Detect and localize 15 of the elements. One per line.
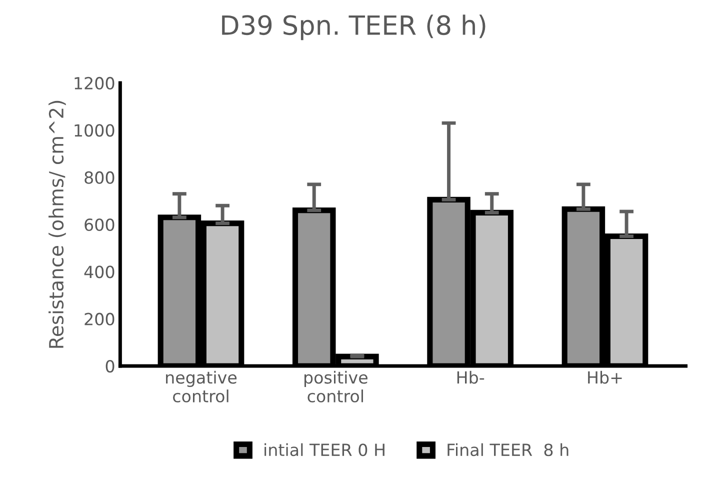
y-tick-label: 0 — [106, 360, 114, 373]
y-tick-label: 400 — [84, 266, 114, 278]
x-tick-label: Hb- — [457, 370, 484, 384]
x-tick-label: Hb+ — [588, 370, 622, 384]
chart-title: D39 Spn. TEER (8 h) — [222, 14, 486, 40]
legend-label: intial TEER 0 H — [264, 443, 384, 456]
y-tick-label: 1000 — [74, 124, 114, 137]
y-tick-label: 800 — [84, 171, 114, 184]
x-tick-label: positive control — [304, 370, 368, 402]
y-tick-label: 1200 — [74, 76, 114, 90]
legend-label: Final TEER 8 h — [448, 443, 568, 456]
x-tick-label: negative control — [166, 370, 237, 402]
y-tick-label: 200 — [84, 312, 114, 326]
y-axis-title: Resistance (ohms/ cm^2) — [48, 100, 66, 348]
y-tick-label: 600 — [84, 218, 114, 232]
